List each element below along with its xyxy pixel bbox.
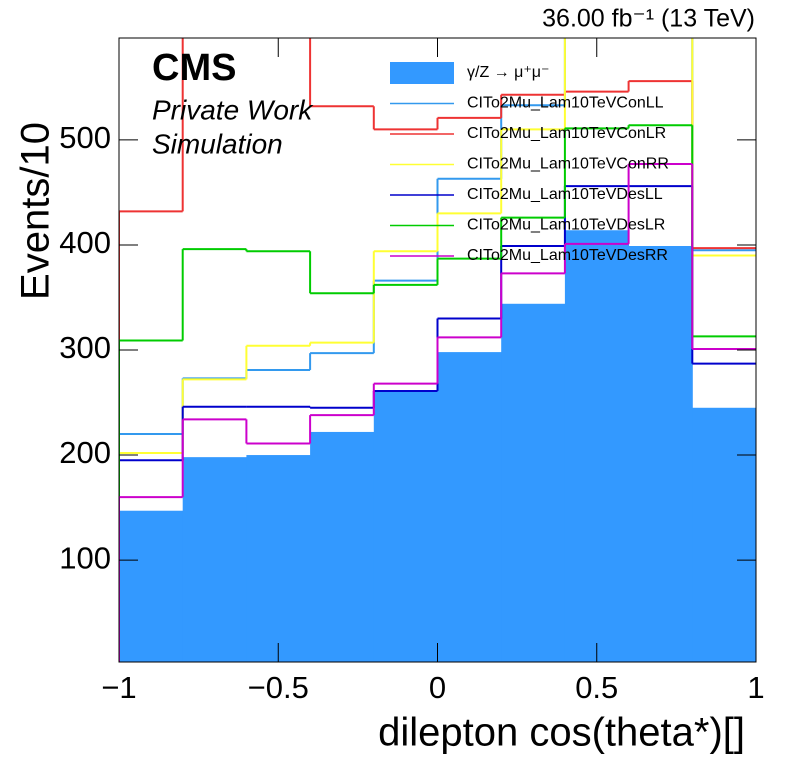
plot-layer bbox=[119, 38, 756, 662]
x-tick-label: 0 bbox=[429, 670, 446, 705]
legend-label: γ/Z → μ⁺μ⁻ bbox=[467, 64, 549, 81]
y-axis-label: Events/10 bbox=[14, 122, 58, 300]
hist-bar bbox=[310, 431, 375, 662]
hist-bar bbox=[692, 407, 756, 662]
hist-bar bbox=[119, 510, 184, 662]
hist-bar bbox=[373, 390, 438, 662]
cms-label: CMS bbox=[152, 47, 236, 89]
legend-label: CITo2Mu_Lam10TeVConLR bbox=[467, 125, 666, 142]
legend-label: CITo2Mu_Lam10TeVConLL bbox=[467, 95, 664, 112]
x-tick-label: 1 bbox=[747, 670, 764, 705]
legend-label: CITo2Mu_Lam10TeVConRR bbox=[467, 156, 669, 173]
y-tick-label: 200 bbox=[59, 435, 111, 470]
annotation: Private Work bbox=[152, 94, 314, 125]
x-tick-label: −0.5 bbox=[248, 670, 309, 705]
chart-title: 36.00 fb⁻¹ (13 TeV) bbox=[542, 5, 755, 33]
y-tick-label: 500 bbox=[59, 120, 111, 155]
x-axis-label: dilepton cos(theta*)[] bbox=[378, 711, 745, 755]
y-tick-label: 100 bbox=[59, 540, 111, 575]
x-tick-label: 0.5 bbox=[575, 670, 618, 705]
hist-bar bbox=[246, 455, 311, 662]
legend-label: CITo2Mu_Lam10TeVDesRR bbox=[467, 247, 668, 264]
legend-label: CITo2Mu_Lam10TeVDesLL bbox=[467, 186, 663, 203]
legend-label: CITo2Mu_Lam10TeVDesLR bbox=[467, 217, 665, 234]
hist-bar bbox=[437, 352, 502, 662]
hist-bar bbox=[628, 246, 693, 662]
x-tick-label: −1 bbox=[101, 670, 136, 705]
legend: γ/Z → μ⁺μ⁻ CITo2Mu_Lam10TeVConLL CITo2Mu_L… bbox=[390, 62, 669, 264]
hist-bar bbox=[564, 230, 630, 662]
hist-bar bbox=[182, 457, 247, 662]
y-tick-label: 300 bbox=[59, 330, 111, 365]
y-tick-label: 400 bbox=[59, 225, 111, 260]
hist-bar bbox=[501, 303, 566, 662]
annotation: Simulation bbox=[152, 128, 283, 159]
legend-swatch bbox=[390, 62, 454, 84]
axes: 100 200 300 400 500 −1 −0.5 0 0.5 1 bbox=[59, 38, 765, 705]
